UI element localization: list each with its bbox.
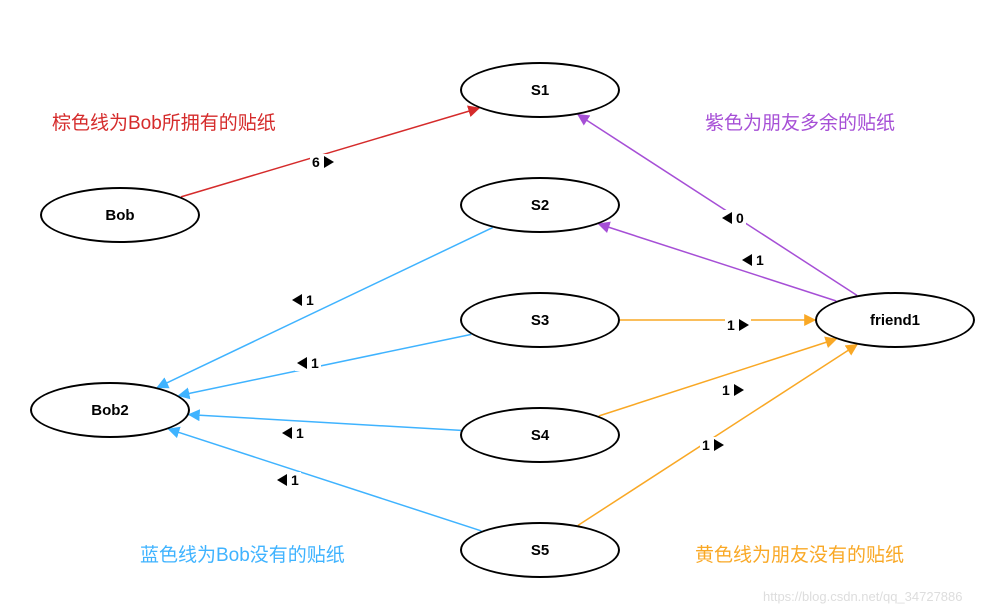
caption-brown: 棕色线为Bob所拥有的贴纸	[52, 108, 276, 135]
node-label: Bob2	[91, 402, 129, 419]
edge-f1-s2	[599, 224, 837, 301]
edge-label-s5-f1: 1	[700, 437, 726, 453]
edge-weight: 1	[722, 382, 730, 398]
edge-weight: 0	[736, 210, 744, 226]
node-s4: S4	[460, 407, 620, 463]
edge-label-s4-bob2: 1	[280, 425, 306, 441]
node-bob: Bob	[40, 187, 200, 243]
edge-weight: 1	[727, 317, 735, 333]
triangle-left-icon	[297, 357, 307, 369]
edge-weight: 1	[296, 425, 304, 441]
triangle-left-icon	[722, 212, 732, 224]
node-label: S4	[531, 427, 549, 444]
triangle-right-icon	[734, 384, 744, 396]
triangle-left-icon	[277, 474, 287, 486]
edge-weight: 1	[756, 252, 764, 268]
triangle-left-icon	[742, 254, 752, 266]
edge-s2-bob2	[157, 228, 492, 388]
edge-label-s3-f1: 1	[725, 317, 751, 333]
edge-weight: 1	[306, 292, 314, 308]
edge-weight: 1	[702, 437, 710, 453]
triangle-right-icon	[739, 319, 749, 331]
caption-purple: 紫色为朋友多余的贴纸	[705, 108, 895, 135]
edge-s3-bob2	[179, 334, 472, 395]
edge-weight: 1	[311, 355, 319, 371]
node-s3: S3	[460, 292, 620, 348]
caption-yellow: 黄色线为朋友没有的贴纸	[695, 540, 904, 567]
edge-label-s5-bob2: 1	[275, 472, 301, 488]
node-label: friend1	[870, 312, 920, 329]
edge-weight: 1	[291, 472, 299, 488]
node-s1: S1	[460, 62, 620, 118]
watermark: https://blog.csdn.net/qq_34727886	[763, 589, 963, 604]
triangle-left-icon	[282, 427, 292, 439]
node-label: S1	[531, 82, 549, 99]
triangle-right-icon	[714, 439, 724, 451]
edge-label-s2-bob2: 1	[290, 292, 316, 308]
edge-s5-bob2	[169, 429, 482, 531]
caption-blue: 蓝色线为Bob没有的贴纸	[140, 540, 345, 567]
edge-s4-f1	[599, 339, 837, 416]
node-friend1: friend1	[815, 292, 975, 348]
node-s2: S2	[460, 177, 620, 233]
edge-label-s3-bob2: 1	[295, 355, 321, 371]
node-label: S3	[531, 312, 549, 329]
node-bob2: Bob2	[30, 382, 190, 438]
triangle-right-icon	[324, 156, 334, 168]
edge-s4-bob2	[189, 415, 461, 431]
triangle-left-icon	[292, 294, 302, 306]
node-label: S5	[531, 542, 549, 559]
node-label: S2	[531, 197, 549, 214]
edge-label-s4-f1: 1	[720, 382, 746, 398]
edge-label-f1-s2: 1	[740, 252, 766, 268]
edge-label-f1-s1: 0	[720, 210, 746, 226]
node-label: Bob	[105, 207, 134, 224]
edge-weight: 6	[312, 154, 320, 170]
node-s5: S5	[460, 522, 620, 578]
edge-label-bob-s1: 6	[310, 154, 336, 170]
